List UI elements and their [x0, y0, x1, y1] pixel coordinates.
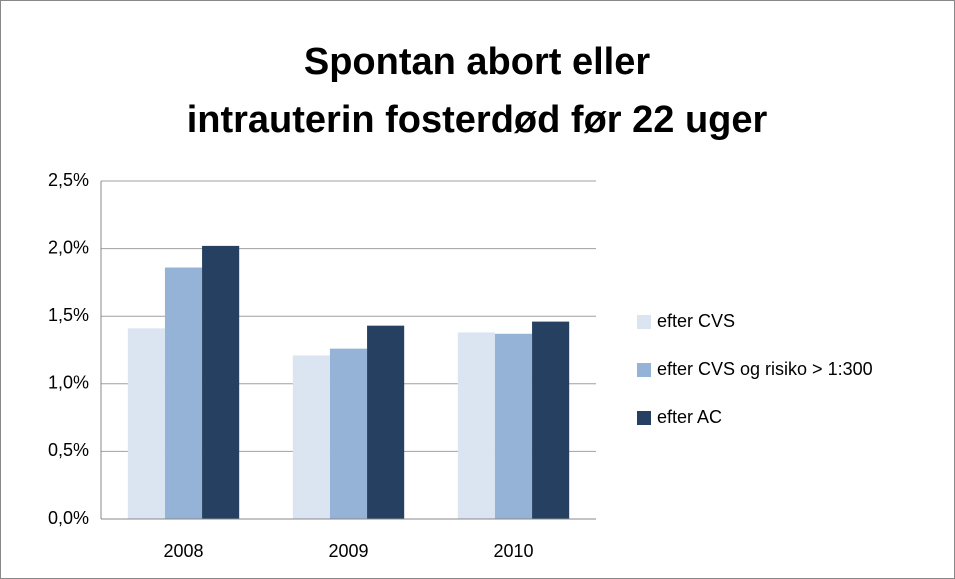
bar — [164, 267, 203, 519]
bar — [329, 348, 368, 519]
legend-label: efter CVS — [657, 311, 735, 331]
x-tick-label: 2009 — [328, 541, 368, 561]
chart-title: intrauterin fosterdød før 22 uger — [187, 99, 768, 141]
legend-label: efter CVS og risiko > 1:300 — [657, 359, 873, 379]
y-tick-label: 2,5% — [48, 170, 89, 190]
legend-swatch — [637, 411, 651, 425]
bar — [532, 321, 570, 519]
y-tick-label: 1,0% — [48, 373, 89, 393]
bar — [494, 333, 533, 519]
y-tick-label: 0,0% — [48, 508, 89, 528]
x-tick-label: 2008 — [163, 541, 203, 561]
legend-label: efter AC — [657, 407, 722, 427]
y-tick-label: 1,5% — [48, 305, 89, 325]
bar — [457, 332, 495, 519]
x-tick-label: 2010 — [493, 541, 533, 561]
chart-title: Spontan abort eller — [304, 41, 650, 83]
y-tick-label: 0,5% — [48, 440, 89, 460]
bar — [367, 325, 405, 519]
bar — [292, 355, 330, 519]
y-tick-label: 2,0% — [48, 237, 89, 257]
bar — [127, 328, 165, 519]
bar — [202, 245, 240, 519]
legend-swatch — [637, 315, 651, 329]
legend-swatch — [637, 363, 651, 377]
